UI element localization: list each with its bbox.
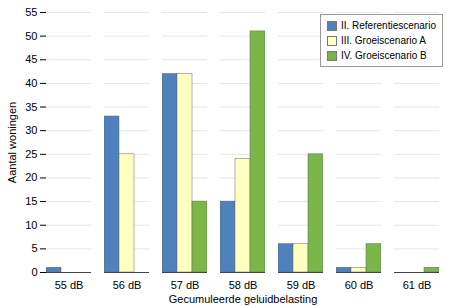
- html-text:II. Referentiescenario: II. Referentiescenario: [340, 20, 436, 31]
- svg-text:25: 25: [25, 148, 37, 160]
- svg-text:20: 20: [25, 171, 37, 183]
- svg-text:Aantal woningen: Aantal woningen: [6, 102, 18, 183]
- svg-text:30: 30: [25, 124, 37, 136]
- svg-text:10: 10: [25, 219, 37, 231]
- html-text:IV. Groeiscenario B: IV. Groeiscenario B: [340, 50, 427, 61]
- svg-text:15: 15: [25, 195, 37, 207]
- svg-text:35: 35: [25, 101, 37, 113]
- svg-text:40: 40: [25, 77, 37, 89]
- svg-text:60 dB: 60 dB: [345, 279, 374, 291]
- svg-text:57 dB: 57 dB: [171, 279, 200, 291]
- svg-text:59 dB: 59 dB: [287, 279, 316, 291]
- svg-text:0: 0: [31, 266, 37, 278]
- html-text:III. Groeiscenario A: III. Groeiscenario A: [340, 35, 426, 46]
- svg-text:58 dB: 58 dB: [229, 279, 258, 291]
- svg-text:61 dB: 61 dB: [403, 279, 432, 291]
- svg-text:45: 45: [25, 53, 37, 65]
- svg-text:5: 5: [31, 242, 37, 254]
- svg-text:55 dB: 55 dB: [55, 279, 84, 291]
- svg-text:55: 55: [25, 6, 37, 18]
- svg-text:Gecumuleerde geluidbelasting: Gecumuleerde geluidbelasting: [169, 293, 318, 305]
- svg-text:56 dB: 56 dB: [113, 279, 142, 291]
- svg-text:50: 50: [25, 30, 37, 42]
